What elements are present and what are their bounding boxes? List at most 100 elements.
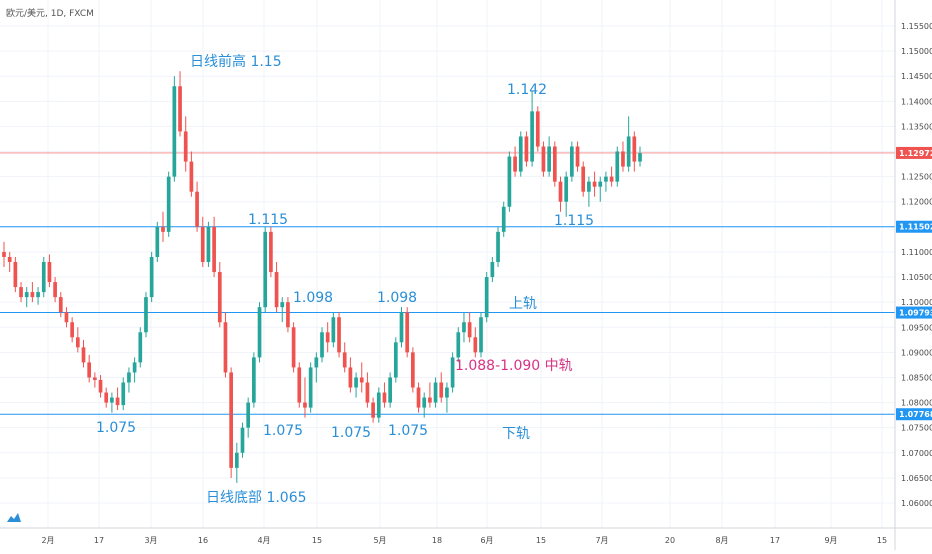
x-tick-label: 18 <box>432 536 442 545</box>
candle-body <box>609 176 614 182</box>
candle-body <box>467 322 472 338</box>
candle-body <box>564 176 569 202</box>
x-tick-label: 7月 <box>595 536 608 545</box>
level-price-tag: 1.09793 <box>899 309 932 318</box>
x-tick-label: 6月 <box>480 536 493 545</box>
candle-body <box>411 352 415 388</box>
annotation-label: 1.142 <box>507 82 547 98</box>
x-tick-label: 3月 <box>144 536 157 545</box>
candle-body <box>269 231 273 273</box>
candle-body <box>30 292 35 298</box>
candle-body <box>121 382 126 406</box>
candle-body <box>217 272 222 323</box>
candle-body <box>274 272 279 308</box>
candle-body <box>604 176 608 182</box>
candle-body <box>286 302 290 328</box>
candle-body <box>87 362 92 378</box>
candle-body <box>58 297 63 313</box>
candle-body <box>223 322 228 373</box>
x-tick-label: 20 <box>665 536 675 545</box>
y-tick-label: 1.12500 <box>901 173 932 182</box>
y-tick-label: 1.10000 <box>901 298 932 307</box>
candle-body <box>558 181 563 202</box>
candle-body <box>7 256 12 262</box>
candle-body <box>308 367 313 408</box>
level-price-tag-bg <box>896 408 932 421</box>
x-tick-label: 17 <box>94 536 104 545</box>
y-tick-label: 1.07000 <box>901 449 932 458</box>
candle-body <box>462 322 466 333</box>
candle-body <box>598 181 603 187</box>
candle-body <box>110 397 114 403</box>
candle-body <box>530 111 534 162</box>
candle-body <box>331 317 336 343</box>
candle-body <box>81 347 86 363</box>
candle-body <box>2 251 6 257</box>
candle-body <box>144 297 148 333</box>
candle-body <box>303 402 307 408</box>
candle-body <box>490 261 495 278</box>
tradingview-logo-icon[interactable] <box>6 510 22 524</box>
candle-body <box>570 146 574 177</box>
annotation-label: 1.075 <box>96 420 136 436</box>
level-price-tag-bg <box>896 220 932 233</box>
candle-body <box>575 146 580 167</box>
x-tick-label: 2月 <box>41 536 54 545</box>
level-price-tag: 1.11502 <box>899 223 932 232</box>
candle-body <box>263 231 268 308</box>
candle-body <box>183 131 188 162</box>
y-tick-label: 1.15500 <box>901 22 932 31</box>
candle-body <box>234 452 239 468</box>
candle-body <box>36 292 40 298</box>
level-price-tag: 1.07768 <box>899 410 932 419</box>
candle-body <box>484 277 489 318</box>
candle-body <box>240 427 245 453</box>
x-tick-label: 15 <box>312 536 322 545</box>
candle-body <box>535 111 540 147</box>
candle-body <box>104 392 109 403</box>
candle-body <box>64 312 69 323</box>
candle-body <box>422 397 427 408</box>
annotation-label: 1.088-1.090 中轨 <box>455 358 573 374</box>
annotation-label: 1.115 <box>554 213 594 229</box>
y-tick-label: 1.11000 <box>901 248 932 257</box>
y-tick-label: 1.06500 <box>901 474 932 483</box>
y-tick-label: 1.09500 <box>901 323 932 332</box>
candle-body <box>320 332 324 358</box>
y-tick-label: 1.08000 <box>901 399 932 408</box>
candle-body <box>246 402 251 428</box>
x-tick-label: 9月 <box>824 536 837 545</box>
candle-body <box>172 86 177 177</box>
y-tick-label: 1.09000 <box>901 348 932 357</box>
candle-body <box>297 367 302 403</box>
candle-body <box>632 136 637 162</box>
annotation-label: 日线底部 1.065 <box>206 490 307 506</box>
candle-body <box>376 392 381 418</box>
candle-body <box>388 377 392 403</box>
candle-body <box>155 226 160 257</box>
candle-body <box>212 226 216 273</box>
candle-body <box>161 226 165 232</box>
candle-body <box>405 312 410 353</box>
y-tick-label: 1.10500 <box>901 273 932 282</box>
current-price-tag-bg <box>896 146 932 159</box>
candle-body <box>325 332 330 343</box>
candle-body <box>206 226 211 262</box>
candle-body <box>524 136 529 162</box>
annotation-label: 1.115 <box>248 212 288 228</box>
y-tick-label: 1.14000 <box>901 97 932 106</box>
candle-body <box>393 342 398 378</box>
candle-body <box>621 151 625 167</box>
current-price-tag: 1.12972 <box>899 149 932 158</box>
candle-body <box>587 181 591 192</box>
candle-body <box>552 146 557 182</box>
candle-body <box>513 156 517 172</box>
annotation-label: 1.098 <box>377 290 417 306</box>
candle-body <box>501 206 506 232</box>
candle-body <box>518 136 523 172</box>
y-tick-label: 1.12000 <box>901 198 932 207</box>
annotation-label: 1.098 <box>293 290 333 306</box>
candle-body <box>75 337 80 348</box>
